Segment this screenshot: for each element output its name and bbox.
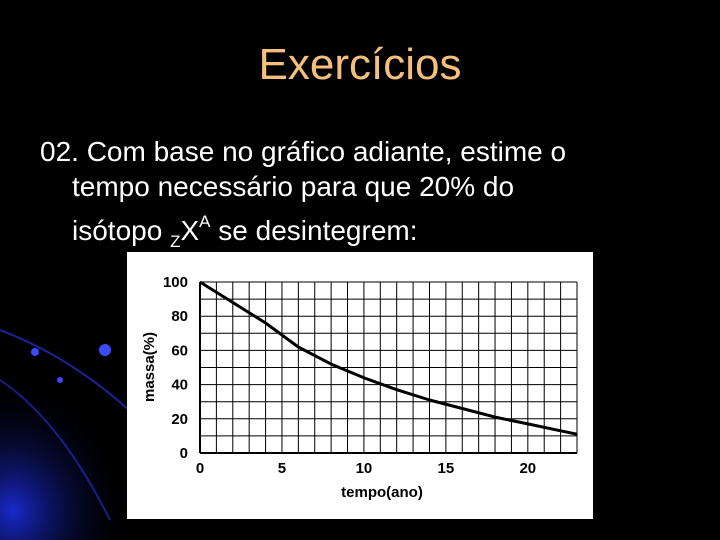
y-tick-label: 100 [163,274,188,291]
decay-chart-svg: 0 20 40 60 80 100 0 5 10 15 20 tempo(ano) massa(%) [141,274,578,501]
decay-curve [199,280,578,436]
x-tick-label: 20 [519,460,536,477]
x-axis-label: tempo(ano) [341,484,423,501]
atomic-number-subscript: Z [170,232,181,251]
line3-prefix: isótopo [72,215,171,246]
decay-chart: 0 20 40 60 80 100 0 5 10 15 20 tempo(ano) massa(%) [127,252,593,519]
x-tick-label: 15 [438,460,455,477]
y-tick-label: 20 [171,411,188,428]
exercise-text: 02. Com base no gráfico adiante, estime … [40,134,680,259]
exercise-line-1: 02. Com base no gráfico adiante, estime … [40,136,567,167]
y-tick-label: 0 [180,445,188,462]
slide-title: Exercícios [258,40,462,89]
exercise-line-3: isótopo ZXA se desintegrem: [40,204,680,259]
mass-number-superscript: A [199,212,211,231]
x-tick-label: 0 [196,460,204,477]
y-tick-label: 60 [171,342,188,359]
x-tick-label: 10 [356,460,373,477]
x-tick-label: 5 [278,460,286,477]
y-tick-label: 40 [171,377,188,394]
element-symbol: X [180,215,200,246]
exercise-line-2: tempo necessário para que 20% do [72,171,515,202]
y-tick-label: 80 [171,308,188,325]
line3-suffix: se desintegrem: [210,215,418,246]
y-axis-label: massa(%) [141,332,158,402]
